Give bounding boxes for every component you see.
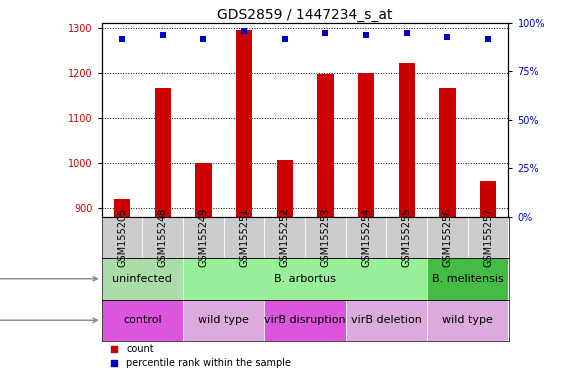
Point — [240, 28, 249, 34]
Bar — [264, 217, 305, 258]
Text: B. arbortus: B. arbortus — [274, 274, 336, 284]
Bar — [183, 258, 427, 300]
Text: GSM155205: GSM155205 — [117, 208, 127, 267]
Bar — [236, 30, 252, 217]
Bar — [183, 300, 264, 341]
Bar — [440, 88, 455, 217]
Point — [110, 346, 119, 353]
Text: GSM155256: GSM155256 — [442, 208, 453, 267]
Bar — [358, 73, 374, 217]
Bar — [346, 300, 427, 341]
Bar — [102, 258, 183, 300]
Text: GSM155255: GSM155255 — [402, 208, 412, 267]
Text: control: control — [123, 315, 162, 325]
Bar — [346, 217, 386, 258]
Title: GDS2859 / 1447234_s_at: GDS2859 / 1447234_s_at — [218, 8, 393, 22]
Text: GSM155251: GSM155251 — [239, 208, 249, 267]
Point — [280, 35, 289, 41]
Text: GSM155253: GSM155253 — [320, 208, 331, 267]
Bar — [318, 74, 333, 217]
Bar — [427, 300, 508, 341]
Point — [110, 360, 119, 366]
Bar — [468, 217, 508, 258]
Text: virB deletion: virB deletion — [351, 315, 422, 325]
Point — [484, 35, 493, 41]
Text: wild type: wild type — [198, 315, 249, 325]
Bar — [386, 217, 427, 258]
Point — [443, 33, 452, 40]
Bar — [142, 217, 183, 258]
Point — [321, 30, 330, 36]
Point — [158, 31, 167, 38]
Point — [199, 35, 208, 41]
Point — [402, 30, 411, 36]
Point — [118, 35, 127, 41]
Text: GSM155248: GSM155248 — [158, 208, 168, 267]
Text: infection: infection — [0, 274, 97, 284]
Text: B. melitensis: B. melitensis — [432, 274, 503, 284]
Bar — [399, 63, 415, 217]
Bar — [102, 217, 142, 258]
Bar — [427, 258, 508, 300]
Text: uninfected: uninfected — [112, 274, 172, 284]
Bar — [183, 217, 224, 258]
Bar — [114, 199, 130, 217]
Bar — [427, 217, 468, 258]
Bar — [480, 180, 496, 217]
Text: GSM155254: GSM155254 — [361, 208, 371, 267]
Bar — [195, 162, 211, 217]
Text: percentile rank within the sample: percentile rank within the sample — [126, 358, 291, 368]
Text: count: count — [126, 344, 154, 354]
Text: wild type: wild type — [442, 315, 493, 325]
Point — [362, 31, 371, 38]
Bar — [224, 217, 264, 258]
Text: virB disruption: virB disruption — [264, 315, 346, 325]
Text: GSM155252: GSM155252 — [280, 208, 290, 267]
Text: genotype/variation: genotype/variation — [0, 315, 97, 325]
Bar — [264, 300, 346, 341]
Text: GSM155249: GSM155249 — [198, 208, 208, 267]
Bar — [155, 88, 171, 217]
Bar — [102, 300, 183, 341]
Bar — [277, 160, 293, 217]
Text: GSM155257: GSM155257 — [483, 208, 493, 267]
Bar — [305, 217, 346, 258]
